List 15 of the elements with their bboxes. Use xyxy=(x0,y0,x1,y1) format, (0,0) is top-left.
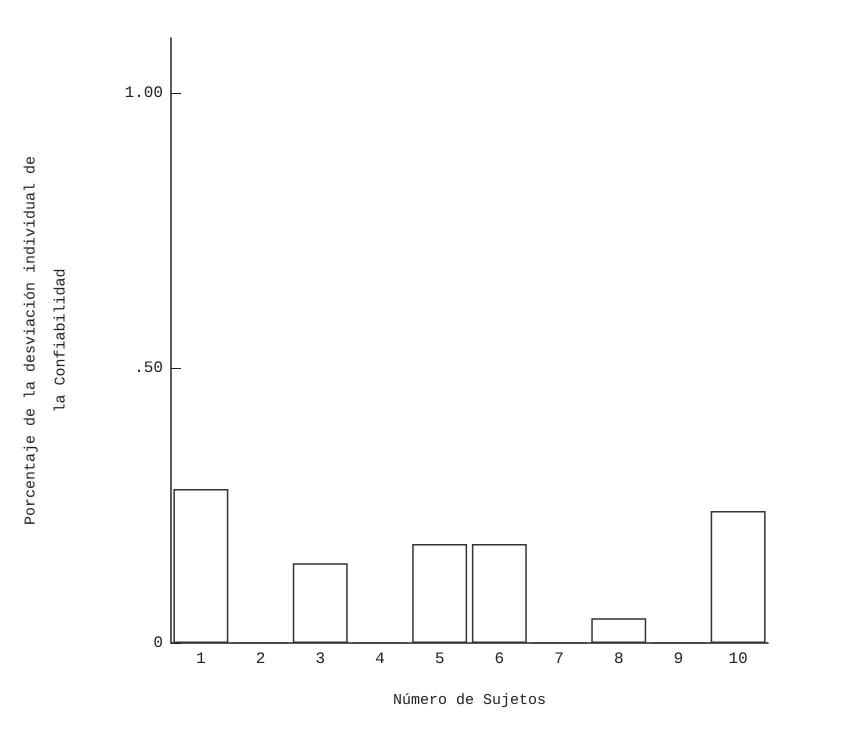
x-tick-label: 6 xyxy=(494,650,504,668)
x-tick-label: 8 xyxy=(614,650,624,668)
y-tick-label: 1.00 xyxy=(124,84,163,102)
x-tick-label: 2 xyxy=(256,650,266,668)
x-tick-label: 5 xyxy=(434,650,444,668)
x-tick-label: 9 xyxy=(674,650,684,668)
x-tick-label: 1 xyxy=(196,650,206,668)
y-tick-label: 0 xyxy=(153,634,163,652)
x-axis-title: Número de Sujetos xyxy=(392,692,546,709)
y-axis-title: Porcentaje de la desviación individual de la Confiabilidad xyxy=(22,156,70,526)
y-tick-label: .50 xyxy=(134,359,163,377)
x-tick-label: 3 xyxy=(315,650,326,668)
x-tick-label: 7 xyxy=(554,650,564,668)
x-tick-label: 4 xyxy=(375,650,385,668)
x-tick-label: 10 xyxy=(728,650,748,668)
